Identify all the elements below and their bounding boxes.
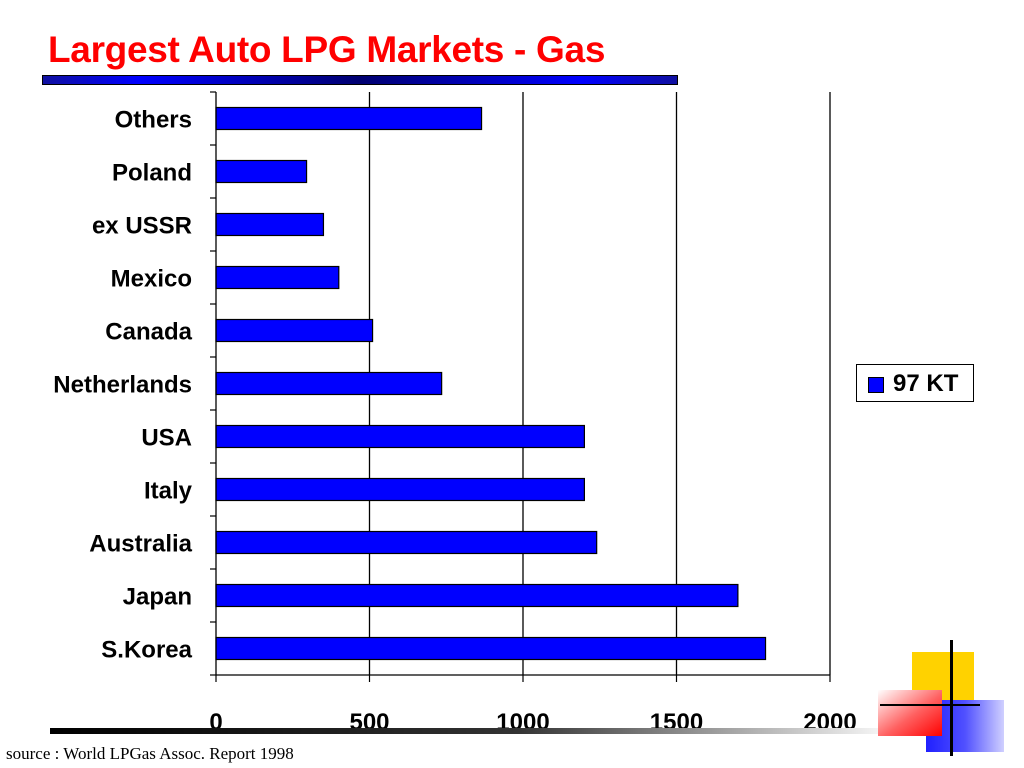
bars — [215, 106, 767, 661]
bar-netherlands — [215, 371, 443, 396]
category-label: Others — [115, 107, 192, 134]
category-label: Italy — [144, 478, 193, 505]
bar-poland — [215, 159, 308, 184]
bar-australia — [215, 530, 598, 555]
category-label: Canada — [105, 319, 192, 346]
bar-others — [215, 106, 483, 131]
category-label: Poland — [112, 160, 192, 187]
category-label: S.Korea — [101, 637, 192, 664]
bar-italy — [215, 477, 585, 502]
axes — [210, 91, 831, 682]
slide-title: Largest Auto LPG Markets - Gas — [48, 29, 606, 70]
bar-mexico — [215, 265, 340, 290]
category-label: ex USSR — [92, 213, 192, 240]
category-label: Japan — [123, 584, 192, 611]
category-label: Mexico — [111, 266, 192, 293]
decor-vertical-line — [950, 640, 953, 756]
decor-horizontal-line — [880, 704, 980, 706]
legend-label: 97 KT — [893, 370, 959, 397]
category-label: Australia — [89, 531, 192, 558]
chart-legend: 97 KT — [856, 364, 974, 402]
category-labels: S.Korea Japan Australia Italy USA Netherlands… — [53, 107, 192, 664]
bar-japan — [215, 583, 739, 608]
decor-red-square — [878, 690, 942, 736]
legend-swatch — [868, 377, 884, 393]
bar-usa — [215, 424, 585, 449]
footer-rule — [50, 728, 900, 734]
bar-s-korea — [215, 636, 767, 661]
source-note: source : World LPGas Assoc. Report 1998 — [6, 744, 294, 763]
category-label: Netherlands — [53, 372, 192, 399]
bar-ex-ussr — [215, 212, 325, 237]
category-label: USA — [141, 425, 192, 452]
bar-canada — [215, 318, 374, 343]
title-underline — [42, 75, 678, 85]
